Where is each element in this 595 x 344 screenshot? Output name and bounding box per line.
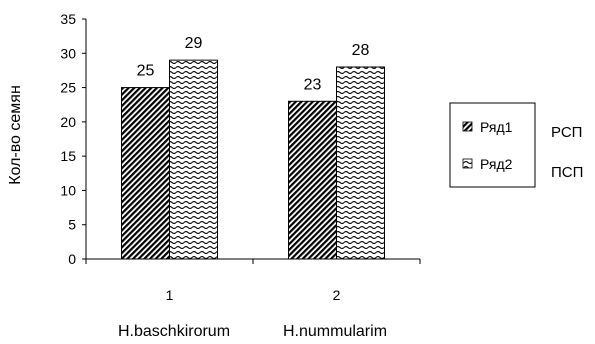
y-axis: 0 5 10 15 20 25 30 35 [60, 11, 87, 267]
bar-group [121, 59, 385, 260]
data-label-series-2-cat-2: 28 [352, 42, 370, 59]
data-label-series-1-cat-2: 23 [304, 76, 322, 93]
legend-swatch-series-2 [462, 158, 473, 169]
bar-series-2-cat-1 [169, 59, 218, 260]
y-tick-label: 15 [60, 148, 76, 164]
y-tick-label: 30 [60, 45, 76, 61]
legend-label-series-1: Ряд1 [480, 119, 513, 135]
x-tick-label: 1 [166, 287, 174, 303]
side-label-series-2: ПСП [551, 164, 583, 181]
bar-series-1-cat-1 [121, 87, 170, 260]
y-tick-label: 5 [68, 217, 76, 233]
data-labels: 25 29 23 28 [137, 35, 370, 93]
legend-label-series-2: Ряд2 [480, 156, 513, 172]
legend-box [449, 102, 536, 188]
x-tick-label: 2 [333, 287, 341, 303]
bar-series-1-cat-2 [288, 100, 337, 260]
category-name-2: H.nummularim [283, 323, 387, 340]
category-name-1: H.baschkirorum [118, 323, 230, 340]
y-tick-label: 35 [60, 11, 76, 27]
y-axis-title: Кол-во семян [7, 85, 24, 185]
bar-series-2-cat-2 [336, 66, 385, 260]
y-tick-label: 10 [60, 182, 76, 198]
side-label-series-1: РСП [551, 124, 582, 141]
data-label-series-1-cat-1: 25 [137, 63, 155, 80]
y-tick-label: 25 [60, 80, 76, 96]
y-tick-label: 0 [68, 251, 76, 267]
legend: Ряд1 Ряд2 [449, 102, 536, 188]
legend-swatch-series-1 [462, 121, 473, 132]
data-label-series-2-cat-1: 29 [185, 35, 203, 52]
y-tick-label: 20 [60, 114, 76, 130]
